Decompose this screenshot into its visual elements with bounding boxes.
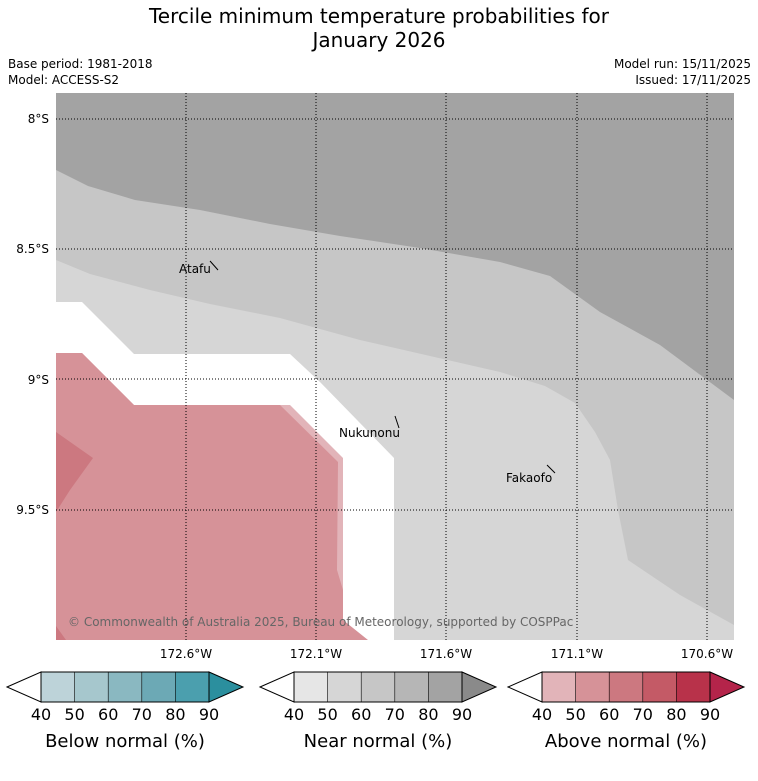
lon-label-172-1w: 172.1°W [290, 647, 342, 661]
copyright-notice: © Commonwealth of Australia 2025, Bureau… [68, 615, 573, 629]
title-line-1: Tercile minimum temperature probabilitie… [148, 4, 610, 28]
legend-near-swatch [394, 672, 429, 702]
legend-above-title: Above normal (%) [545, 731, 707, 752]
title-line-2: January 2026 [312, 28, 446, 52]
legend-near-high-cap [461, 671, 498, 703]
legend-above-low-cap [506, 671, 543, 703]
model-name: Model: ACCESS-S2 [8, 73, 120, 87]
lat-label-8-5s: 8.5°S [16, 242, 49, 256]
lat-label-9-5s: 9.5°S [16, 503, 49, 517]
meta-right: Model run: 15/11/2025 Issued: 17/11/2025 [614, 56, 751, 88]
lon-label-171-1w: 171.1°W [551, 647, 603, 661]
legend-near-tick-label: 90 [452, 705, 472, 724]
legend-below-tick-label: 50 [64, 705, 84, 724]
legend-above-swatch [676, 672, 710, 702]
legend-below-tick-label: 70 [132, 705, 152, 724]
legend-below-title: Below normal (%) [45, 731, 205, 752]
legend-near-tick-label: 40 [284, 705, 304, 724]
legend-above-swatch [609, 672, 643, 702]
issued-date: Issued: 17/11/2025 [635, 73, 751, 87]
legend-below-tick-label: 40 [31, 705, 51, 724]
legend-above-tick-label: 80 [666, 705, 686, 724]
legend-above-tick-label: 50 [565, 705, 585, 724]
atafu-marker [209, 260, 219, 271]
legend-below-swatch [74, 672, 109, 702]
lon-label-172-6w: 172.6°W [160, 647, 212, 661]
legend-above-high-cap [709, 671, 746, 703]
legend-above-tick-label: 90 [700, 705, 720, 724]
place-label-fakaofo: Fakaofo [506, 471, 552, 485]
zone-above-60-corner [56, 626, 66, 640]
legend-above-swatch [575, 672, 610, 702]
legend-below-low-cap [5, 671, 42, 703]
legend-below-swatch [141, 672, 176, 702]
lon-label-171-6w: 171.6°W [420, 647, 472, 661]
legend-above-outline [541, 671, 711, 703]
legend-near-title: Near normal (%) [304, 731, 453, 752]
legend-below-swatch [175, 672, 209, 702]
legend-near-swatch [294, 672, 328, 702]
zone-above-50 [56, 353, 368, 640]
meta-left: Base period: 1981-2018 Model: ACCESS-S2 [8, 56, 153, 88]
nukunonu-marker [394, 415, 400, 429]
probability-map: Atafu Nukunonu Fakaofo © Commonwealth of… [56, 93, 734, 640]
legend-near-swatch [361, 672, 395, 702]
legend-near-outline [293, 671, 463, 703]
legend-below-swatch [108, 672, 142, 702]
fakaofo-marker [546, 464, 556, 474]
legend-above-tick-label: 60 [599, 705, 619, 724]
lat-label-8s: 8°S [28, 112, 49, 126]
legend-near-tick-label: 60 [351, 705, 371, 724]
legend-near-tick-label: 80 [418, 705, 438, 724]
legend-near-normal: 40 50 60 70 80 90 Near normal (%) [258, 671, 498, 752]
legend-above-swatch [542, 672, 576, 702]
place-label-nukunonu: Nukunonu [339, 426, 400, 440]
zone-above-60 [56, 432, 93, 512]
legend-above-tick-label: 70 [633, 705, 653, 724]
legend-below-tick-label: 60 [98, 705, 118, 724]
legend-near-swatch [327, 672, 362, 702]
gridlines [56, 93, 734, 640]
model-run: Model run: 15/11/2025 [613, 57, 751, 71]
map-title: Tercile minimum temperature probabilitie… [0, 4, 758, 52]
legend-near-tick-label: 70 [385, 705, 405, 724]
legend-above-tick-label: 40 [532, 705, 552, 724]
place-markers [209, 260, 556, 474]
legend-near-low-cap [258, 671, 295, 703]
base-period: Base period: 1981-2018 [8, 57, 153, 71]
legend-below-outline [40, 671, 210, 703]
lat-label-9s: 9°S [28, 373, 49, 387]
lon-label-170-6w: 170.6°W [681, 647, 733, 661]
legend-below-tick-label: 80 [165, 705, 185, 724]
legend-above-swatch [642, 672, 677, 702]
place-label-atafu: Atafu [179, 262, 211, 276]
legend-near-swatch [428, 672, 462, 702]
legend-below-normal: 40 50 60 70 80 90 Below normal (%) [5, 671, 245, 752]
legend-below-swatch [41, 672, 75, 702]
legend-near-tick-label: 50 [317, 705, 337, 724]
legend-below-high-cap [208, 671, 245, 703]
legend-above-normal: 40 50 60 70 80 90 Above normal (%) [506, 671, 746, 752]
legend-below-tick-label: 90 [199, 705, 219, 724]
